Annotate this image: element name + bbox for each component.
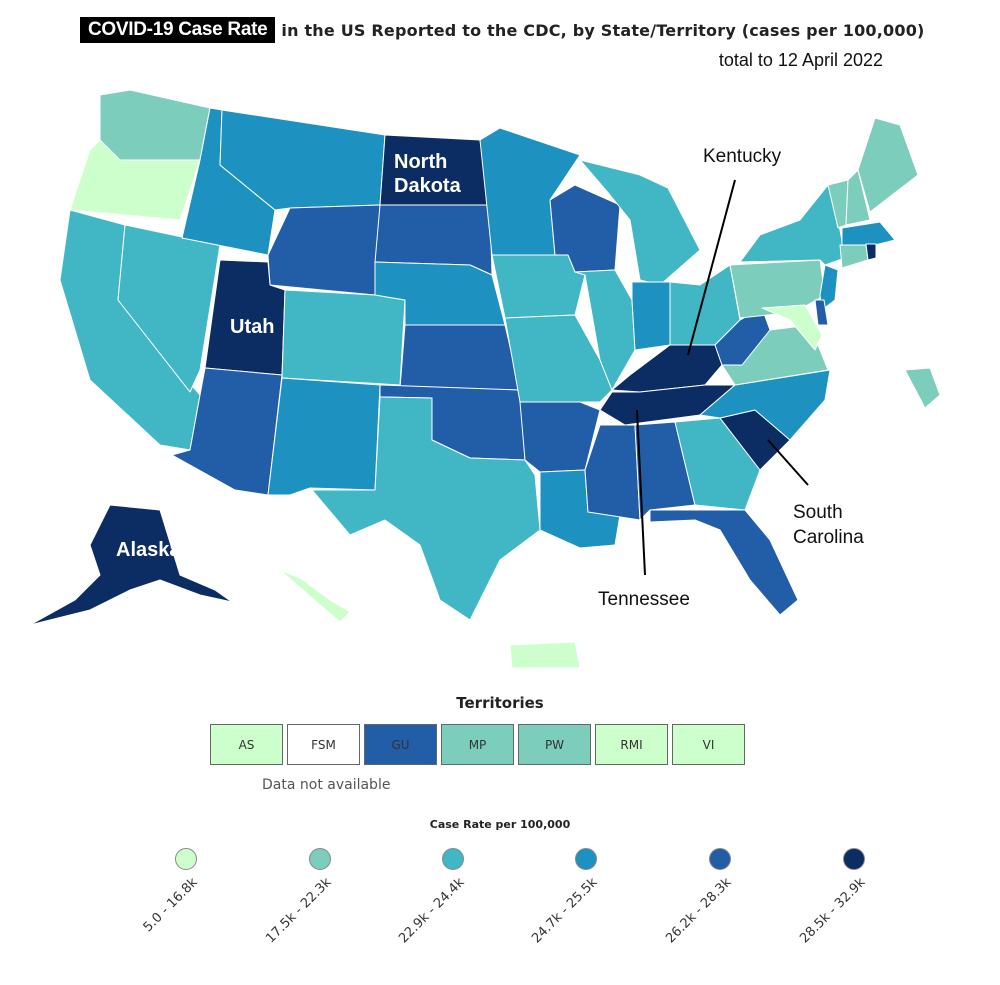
kentucky-leader bbox=[687, 179, 736, 356]
legend-swatch bbox=[575, 848, 597, 870]
legend-item bbox=[843, 848, 867, 872]
legend-item bbox=[575, 848, 599, 872]
state-wyoming[interactable] bbox=[267, 204, 381, 296]
legend-item bbox=[442, 848, 466, 872]
state-new-york[interactable] bbox=[739, 184, 846, 266]
legend-item bbox=[175, 848, 199, 872]
label-tennessee: Tennessee bbox=[598, 589, 690, 610]
tennessee-leader bbox=[636, 409, 646, 576]
state-georgia[interactable] bbox=[674, 417, 761, 511]
state-mississippi[interactable] bbox=[584, 424, 641, 521]
title-row: COVID-19 Case Rate in the US Reported to… bbox=[80, 15, 925, 45]
state-maine[interactable] bbox=[857, 117, 919, 213]
title-badge: COVID-19 Case Rate bbox=[80, 17, 276, 43]
territories-title: Territories bbox=[456, 694, 544, 712]
state-connecticut[interactable] bbox=[839, 244, 869, 269]
title-text: in the US Reported to the CDC, by State/… bbox=[281, 20, 925, 40]
state-maryland[interactable] bbox=[761, 304, 823, 351]
label-south-carolina-1: South bbox=[793, 502, 843, 523]
state-new-jersey[interactable] bbox=[819, 264, 839, 311]
territories-note: Data not available bbox=[262, 777, 391, 793]
legend-swatch bbox=[709, 848, 731, 870]
legend-item bbox=[309, 848, 333, 872]
label-north-dakota-2: Dakota bbox=[394, 175, 462, 197]
legend-swatch bbox=[309, 848, 331, 870]
label-alaska: Alaska bbox=[116, 539, 181, 561]
legend-title: Case Rate per 100,000 bbox=[429, 818, 571, 831]
territory-vi[interactable]: VI bbox=[672, 724, 745, 765]
state-alaska[interactable] bbox=[29, 504, 233, 626]
south-carolina-leader bbox=[767, 439, 809, 486]
subtitle: total to 12 April 2022 bbox=[718, 50, 883, 70]
state-iowa[interactable] bbox=[491, 254, 586, 319]
state-oregon[interactable] bbox=[69, 139, 201, 221]
state-alabama[interactable] bbox=[634, 421, 696, 521]
label-south-carolina-2: Carolina bbox=[793, 527, 864, 548]
legend-swatch bbox=[442, 848, 464, 870]
state-colorado[interactable] bbox=[281, 289, 406, 386]
territories-row: AS FSM GU MP PW RMI VI bbox=[210, 724, 745, 765]
label-kentucky: Kentucky bbox=[703, 146, 782, 167]
territory-fsm[interactable]: FSM bbox=[287, 724, 360, 765]
territory-puerto-rico[interactable] bbox=[509, 641, 581, 669]
state-texas[interactable] bbox=[311, 396, 541, 621]
state-hawaii[interactable] bbox=[279, 569, 351, 623]
state-illinois[interactable] bbox=[574, 269, 636, 391]
territory-as[interactable]: AS bbox=[210, 724, 283, 765]
territory-mp[interactable]: MP bbox=[441, 724, 514, 765]
state-dc[interactable] bbox=[904, 367, 941, 409]
legend-label: 26.2k - 28.3k bbox=[663, 875, 735, 947]
state-rhode-island[interactable] bbox=[865, 243, 877, 261]
legend-swatch bbox=[843, 848, 865, 870]
state-new-hampshire[interactable] bbox=[845, 169, 871, 226]
state-west-virginia[interactable] bbox=[714, 307, 771, 366]
territory-pw[interactable]: PW bbox=[518, 724, 591, 765]
legend-label: 24.7k - 25.5k bbox=[529, 875, 601, 947]
state-indiana[interactable] bbox=[631, 281, 671, 351]
us-map: North Dakota Utah Alaska Kentucky Tennes… bbox=[29, 89, 941, 669]
legend-label: 17.5k - 22.3k bbox=[263, 875, 335, 947]
label-utah: Utah bbox=[230, 316, 274, 338]
state-florida[interactable] bbox=[649, 509, 799, 616]
legend-item bbox=[709, 848, 733, 872]
state-kansas[interactable] bbox=[399, 324, 521, 391]
state-washington[interactable] bbox=[99, 89, 211, 161]
state-massachusetts[interactable] bbox=[841, 221, 896, 246]
state-delaware[interactable] bbox=[814, 299, 829, 326]
label-north-dakota-1: North bbox=[394, 151, 447, 173]
legend-label: 5.0 - 16.8k bbox=[140, 875, 201, 936]
state-new-mexico[interactable] bbox=[267, 377, 381, 496]
territory-rmi[interactable]: RMI bbox=[595, 724, 668, 765]
legend-label: 22.9k - 24.4k bbox=[396, 875, 468, 947]
legend-swatch bbox=[175, 848, 197, 870]
legend-label: 28.5k - 32.9k bbox=[797, 875, 869, 947]
territory-gu[interactable]: GU bbox=[364, 724, 437, 765]
